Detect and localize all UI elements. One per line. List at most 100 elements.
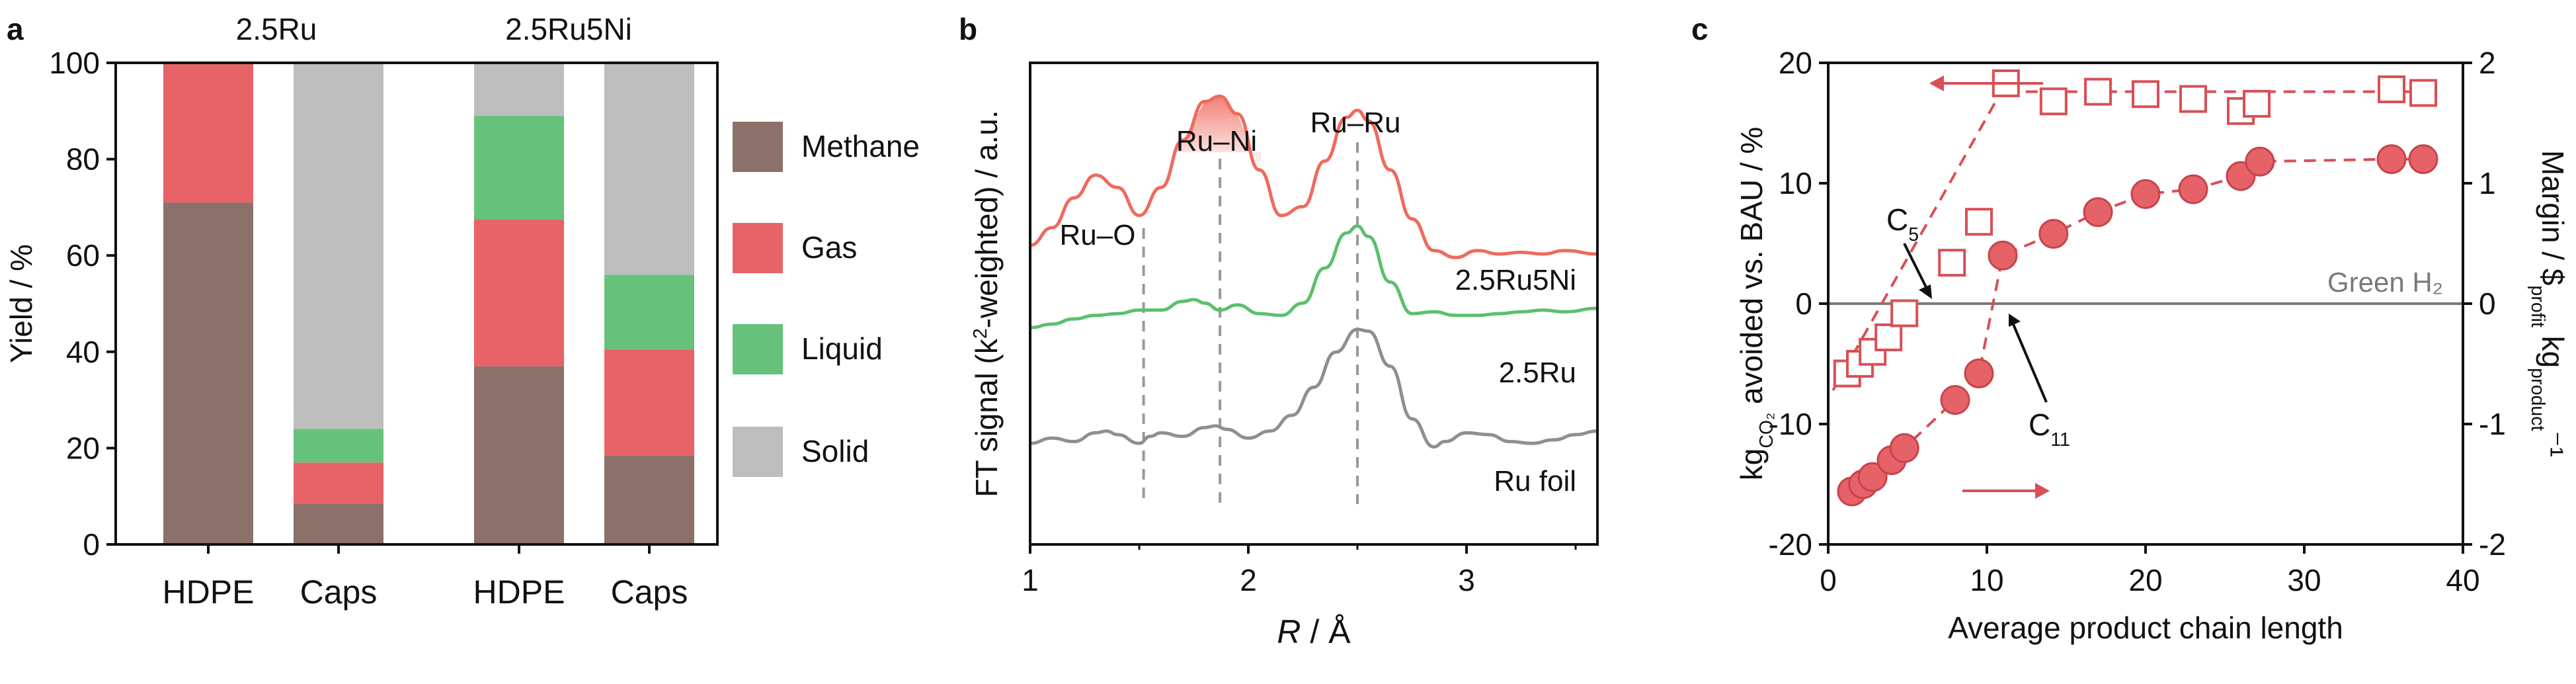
series-label-1: 2.5Ru5Ni bbox=[1455, 264, 1576, 296]
x-tick-label: 3 bbox=[1458, 563, 1475, 597]
bar-solid-2 bbox=[294, 63, 383, 429]
series-label-3: Ru foil bbox=[1494, 465, 1576, 497]
circle-marker bbox=[2083, 197, 2113, 228]
legend-swatch-liquid bbox=[733, 324, 783, 374]
circle-marker bbox=[1940, 385, 1970, 415]
x-tick-label: 10 bbox=[1970, 563, 2003, 597]
square-marker bbox=[2243, 89, 2271, 118]
x-axis-label: Average product chain length bbox=[1948, 611, 2343, 645]
bar-gas-4 bbox=[604, 349, 694, 456]
y-tick-label: 100 bbox=[49, 46, 100, 80]
x-axis-label: R / Å bbox=[1277, 613, 1351, 650]
peak-label-2: Ru–Ni bbox=[1176, 125, 1257, 157]
circle-marker bbox=[2130, 179, 2161, 209]
c5-pointer-head bbox=[1919, 284, 1932, 299]
series-labels: 2.5Ru5Ni 2.5Ru Ru foil bbox=[1455, 264, 1576, 497]
y-axis-ticks: 0 20 40 60 80 100 bbox=[49, 46, 116, 562]
x-tick-label: 20 bbox=[2128, 563, 2162, 597]
right-axis-arrowhead bbox=[2035, 483, 2050, 499]
bar-gas-2 bbox=[294, 462, 383, 504]
c5-label: C5 bbox=[1886, 202, 1919, 245]
plot-frame-a bbox=[114, 62, 719, 546]
panel-b-label: b bbox=[959, 12, 977, 46]
right-y-tick-label: 2 bbox=[2479, 46, 2496, 80]
series-label-2: 2.5Ru bbox=[1499, 357, 1576, 389]
panel-a-label: a bbox=[7, 12, 24, 46]
peak-label-3: Ru–Ru bbox=[1310, 107, 1401, 139]
y-tick-label: 40 bbox=[66, 335, 100, 369]
bar-liquid-3 bbox=[474, 116, 564, 220]
legend-swatch-methane bbox=[733, 122, 783, 172]
circle-trend bbox=[1851, 157, 2423, 493]
square-marker bbox=[2132, 80, 2159, 108]
square-marker bbox=[1965, 208, 1993, 236]
x-axis-ticks: 1 2 3 bbox=[1022, 544, 1577, 597]
square-marker bbox=[2084, 77, 2112, 106]
plot-frame-b bbox=[1029, 62, 1599, 546]
y-tick-label: 20 bbox=[66, 431, 100, 465]
bar-methane-2 bbox=[294, 503, 383, 544]
y-tick-label: 0 bbox=[83, 527, 100, 562]
circle-marker bbox=[2408, 144, 2438, 175]
spectrum-line-2 bbox=[1029, 224, 1598, 329]
left-y-tick-label: 20 bbox=[1779, 46, 1812, 80]
category-label: HDPE bbox=[473, 574, 565, 611]
legend-label-gas: Gas bbox=[801, 230, 857, 265]
left-y-tick-label: 0 bbox=[1795, 286, 1812, 321]
spectra bbox=[1029, 94, 1598, 449]
x-axis-ticks: HDPE Caps HDPE Caps bbox=[163, 544, 688, 611]
right-y-tick-label: 1 bbox=[2479, 166, 2496, 200]
x-tick-label: 1 bbox=[1022, 563, 1039, 597]
legend-swatch-solid bbox=[733, 427, 783, 477]
panel-b: b 1 2 3 Ru–O Ru–Ni Ru–Ru 2.5Ru5Ni 2.5Ru Ru foi… bbox=[959, 12, 1599, 650]
y-tick-label: 80 bbox=[66, 142, 100, 177]
square-marker bbox=[1938, 249, 1966, 277]
category-label: Caps bbox=[300, 574, 378, 611]
x-tick-label: 30 bbox=[2287, 563, 2321, 597]
circle-marker bbox=[2038, 218, 2069, 249]
bar-solid-4 bbox=[604, 63, 694, 275]
ru-ni-highlight bbox=[1174, 96, 1262, 170]
x-tick-label: 40 bbox=[2446, 563, 2479, 597]
square-marker bbox=[2039, 87, 2068, 116]
right-y-axis-label: Margin / $profit kgproduct⁻¹ bbox=[2527, 150, 2570, 457]
bar-liquid-2 bbox=[294, 429, 383, 463]
c11-label: C11 bbox=[2029, 407, 2070, 450]
left-y-tick-label: -20 bbox=[1769, 527, 1812, 562]
square-marker bbox=[2378, 75, 2405, 104]
circle-marker bbox=[2178, 174, 2208, 204]
legend: Methane Gas Liquid Solid bbox=[733, 122, 920, 477]
bar-gas-3 bbox=[474, 219, 564, 366]
y-axis-label: Yield / % bbox=[4, 244, 38, 363]
circle-marker bbox=[1889, 433, 1919, 463]
peak-label-1: Ru–O bbox=[1060, 219, 1136, 251]
category-label: HDPE bbox=[163, 574, 255, 611]
ru-ni-peak-highlight bbox=[1174, 96, 1262, 170]
data-markers bbox=[1833, 69, 2438, 507]
legend-label-solid: Solid bbox=[801, 434, 869, 468]
x-tick-label: 2 bbox=[1240, 563, 1257, 597]
legend-label-methane: Methane bbox=[801, 129, 920, 163]
right-y-tick-label: 0 bbox=[2479, 286, 2496, 321]
square-marker bbox=[2409, 79, 2437, 107]
category-label: Caps bbox=[611, 574, 688, 611]
green-h2-label: Green H₂ bbox=[2327, 267, 2443, 298]
y-axis-label: FT signal (k2-weighted) / a.u. bbox=[969, 110, 1004, 497]
circle-marker bbox=[1988, 240, 2018, 271]
bar-liquid-4 bbox=[604, 275, 694, 350]
square-marker bbox=[1890, 299, 1919, 327]
circle-marker bbox=[2376, 144, 2407, 175]
y-tick-label: 60 bbox=[66, 238, 100, 273]
left-axis-arrowhead bbox=[1929, 75, 1944, 91]
left-y-axis-label: kgCO₂ avoided vs. BAU / % bbox=[1734, 127, 1777, 481]
reference-line: Green H₂ bbox=[1828, 267, 2463, 305]
legend-label-liquid: Liquid bbox=[801, 331, 883, 366]
circle-marker bbox=[2245, 146, 2275, 177]
spectrum-line-3 bbox=[1029, 327, 1598, 449]
circle-marker bbox=[1857, 462, 1888, 492]
bar-methane-3 bbox=[474, 366, 564, 544]
